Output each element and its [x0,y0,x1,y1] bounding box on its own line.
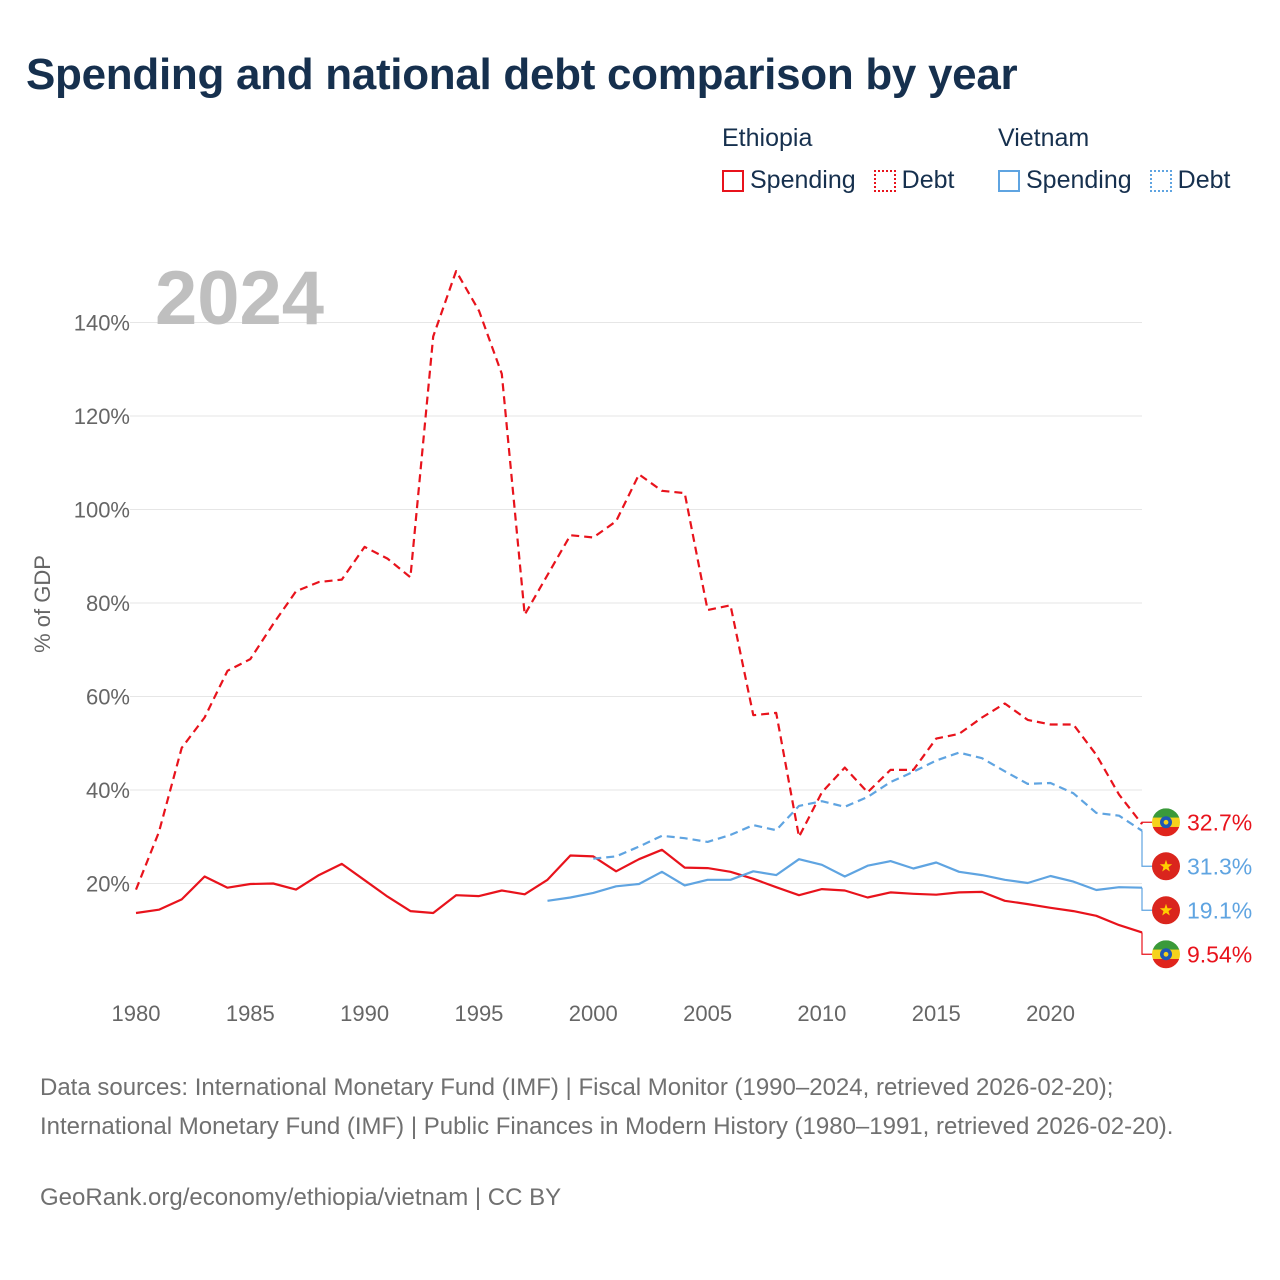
end-label-connector [1141,821,1152,825]
end-value-label: 19.1% [1187,897,1252,923]
y-tick-label: 100% [74,498,130,523]
solid-swatch-icon [722,169,744,192]
legend-group-ethiopia: Ethiopia Spending Debt [722,124,972,195]
x-tick-label: 2010 [797,1001,846,1026]
end-label-connector [1141,887,1152,911]
x-tick-label: 2000 [569,1001,618,1026]
legend-label: Spending [1026,166,1132,194]
end-value-label: 9.54% [1187,941,1252,967]
line-chart: 2024 % of GDP 20% 40% 60% 80% 100% 120% 140% 1… [30,256,1252,1026]
series-lines [134,270,1143,934]
legend-label: Debt [1177,166,1231,194]
series-line-vietnam-debt[interactable] [593,751,1143,860]
legend-label: Spending [750,166,856,194]
end-label-connector [1141,830,1152,867]
dotted-swatch-icon [1149,169,1172,192]
y-tick-label: 40% [86,778,130,803]
x-tick-label: 1985 [226,1001,275,1026]
series-line-ethiopia-spending[interactable] [135,848,1143,934]
y-axis-label: % of GDP [30,555,55,653]
y-tick-label: 60% [86,685,130,710]
series-line-vietnam-spending[interactable] [547,858,1143,902]
end-value-label: 32.7% [1187,809,1252,835]
legend-item-ethiopia-spending[interactable]: Spending [722,166,856,195]
x-tick-label: 1990 [340,1001,389,1026]
y-tick-label: 80% [86,591,130,616]
vietnam-flag-icon [1152,896,1180,925]
y-tick-label: 140% [74,311,130,336]
end-value-label: 31.3% [1187,853,1252,879]
x-tick-label: 1995 [454,1001,503,1026]
x-tick-label: 1980 [112,1001,161,1026]
y-tick-label: 20% [86,872,130,897]
y-tick-label: 120% [74,404,130,429]
dotted-swatch-icon [873,169,896,192]
legend-group-name: Vietnam [998,124,1090,152]
legend-item-vietnam-debt[interactable]: Debt [1149,166,1231,195]
footer-attribution: GeoRank.org/economy/ethiopia/vietnam | C… [40,1184,562,1211]
gridlines [130,322,1142,884]
vietnam-flag-icon [1152,852,1180,881]
solid-swatch-icon [998,169,1020,192]
data-sources: Data sources: International Monetary Fun… [40,1074,1174,1140]
legend-label: Debt [901,166,955,194]
ethiopia-flag-icon [1152,940,1180,969]
y-axis-ticks: 20% 40% 60% 80% 100% 120% 140% [74,311,130,897]
x-tick-label: 2015 [912,1001,961,1026]
legend-item-vietnam-spending[interactable]: Spending [998,166,1132,195]
legend-group-name: Ethiopia [722,124,813,152]
legend-item-ethiopia-debt[interactable]: Debt [873,166,955,195]
end-labels: 32.7% 31.3% 19.1% 9.54% [1141,808,1252,969]
year-label: 2024 [155,256,324,341]
end-label-connector [1141,932,1152,955]
legend-group-vietnam: Vietnam Spending Debt [998,124,1248,195]
x-axis-ticks: 1980 1985 1990 1995 2000 2005 2010 2015 2020 [112,1001,1075,1026]
x-tick-label: 2005 [683,1001,732,1026]
x-tick-label: 2020 [1026,1001,1075,1026]
series-line-ethiopia-debt[interactable] [134,270,1143,891]
ethiopia-flag-icon [1152,808,1180,837]
chart-title: Spending and national debt comparison by… [26,50,1018,99]
